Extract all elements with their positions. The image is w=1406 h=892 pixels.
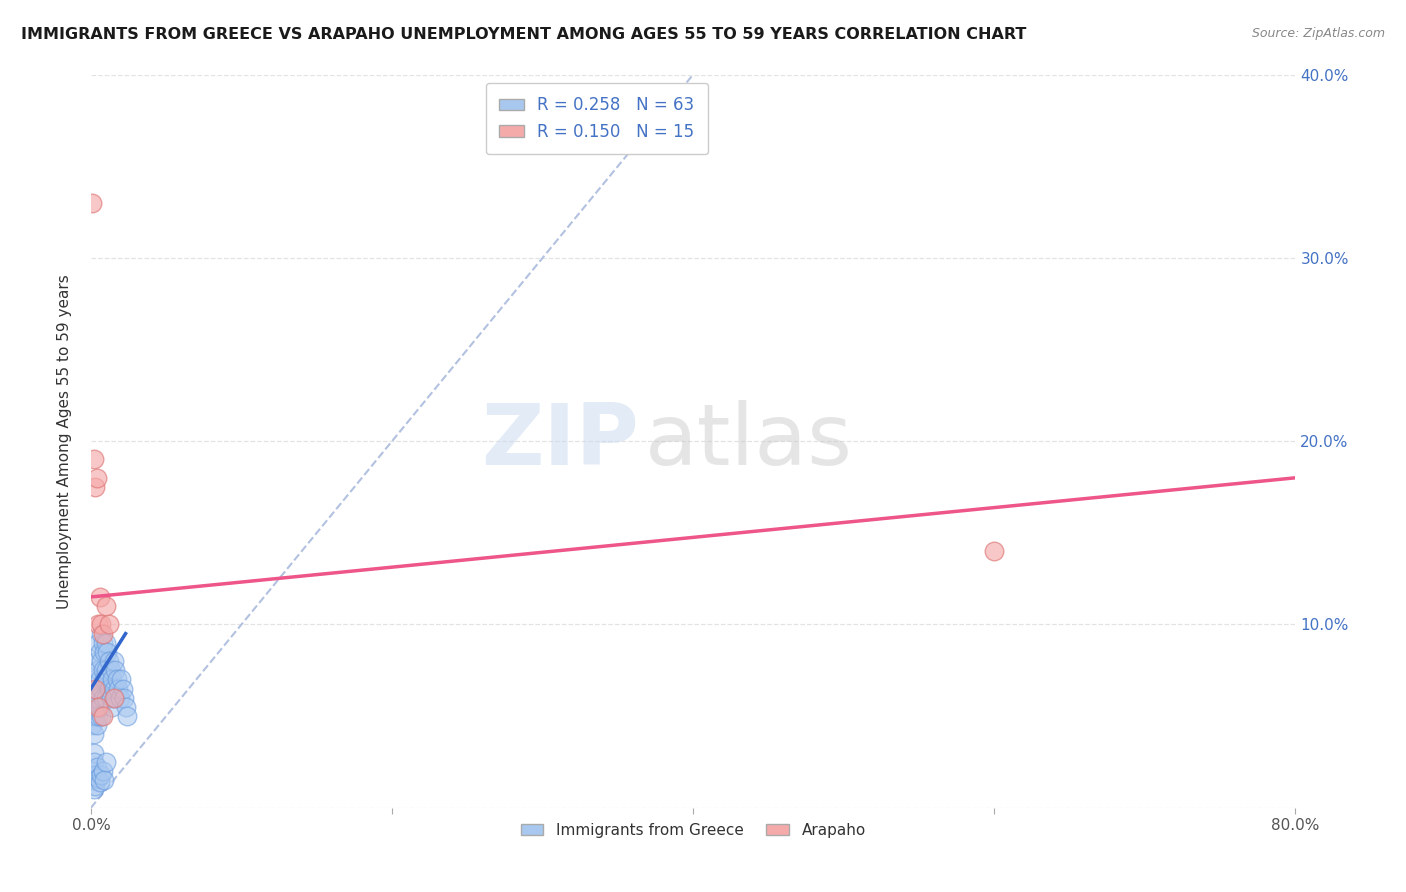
Point (96, 645, 118, 659)
Point (82, 773, 104, 788)
Y-axis label: Unemployment Among Ages 55 to 59 years: Unemployment Among Ages 55 to 59 years (58, 274, 72, 608)
Text: IMMIGRANTS FROM GREECE VS ARAPAHO UNEMPLOYMENT AMONG AGES 55 TO 59 YEARS CORRELA: IMMIGRANTS FROM GREECE VS ARAPAHO UNEMPL… (21, 27, 1026, 42)
Point (103, 690, 125, 705)
Point (110, 673, 132, 687)
Point (90, 709, 112, 723)
Point (93, 645, 115, 659)
Point (90, 617, 112, 632)
Point (83, 755, 105, 769)
Point (84, 768, 107, 782)
Legend: Immigrants from Greece, Arapaho: Immigrants from Greece, Arapaho (515, 817, 872, 844)
Point (94, 599, 117, 613)
Point (87, 636, 110, 650)
Point (90, 654, 112, 668)
Point (94, 663, 117, 677)
Point (86, 760, 108, 774)
Point (105, 673, 128, 687)
Point (104, 663, 127, 677)
Point (83, 452, 105, 467)
Text: Source: ZipAtlas.com: Source: ZipAtlas.com (1251, 27, 1385, 40)
Point (103, 654, 125, 668)
Point (89, 673, 111, 687)
Point (87, 690, 110, 705)
Point (107, 681, 129, 696)
Point (111, 681, 134, 696)
Point (94, 755, 117, 769)
Point (91, 636, 114, 650)
Point (89, 590, 111, 604)
Point (84, 779, 107, 793)
Point (84, 709, 107, 723)
Point (90, 768, 112, 782)
Point (90, 681, 112, 696)
Point (89, 645, 111, 659)
Point (94, 636, 117, 650)
Point (87, 617, 110, 632)
Point (98, 654, 121, 668)
Point (98, 617, 121, 632)
Point (84, 673, 107, 687)
Point (101, 673, 124, 687)
Point (90, 626, 112, 640)
Point (82, 764, 104, 778)
Point (98, 681, 121, 696)
Point (114, 700, 136, 714)
Point (100, 690, 122, 705)
Point (96, 673, 118, 687)
Point (89, 775, 111, 789)
Point (91, 764, 114, 778)
Point (108, 690, 131, 705)
Text: atlas: atlas (645, 400, 853, 483)
Point (104, 690, 127, 705)
Point (84, 690, 107, 705)
Point (91, 690, 114, 705)
Point (83, 782, 105, 797)
Point (87, 772, 110, 786)
Point (82, 718, 104, 732)
Point (89, 700, 111, 714)
Point (983, 544, 1005, 558)
Point (82, 690, 104, 705)
Point (83, 746, 105, 760)
Point (91, 626, 114, 640)
Point (115, 709, 138, 723)
Point (91, 709, 114, 723)
Point (93, 773, 115, 788)
Point (86, 681, 108, 696)
Point (103, 681, 125, 696)
Point (87, 709, 110, 723)
Point (83, 700, 105, 714)
Point (94, 690, 117, 705)
Point (100, 663, 122, 677)
Point (86, 654, 108, 668)
Point (83, 727, 105, 741)
Point (87, 663, 110, 677)
Point (82, 195, 104, 210)
Point (86, 718, 108, 732)
Point (86, 471, 108, 485)
Point (84, 681, 107, 696)
Point (101, 700, 124, 714)
Point (91, 663, 114, 677)
Point (93, 673, 115, 687)
Point (87, 700, 110, 714)
Point (112, 690, 135, 705)
Point (84, 480, 107, 494)
Text: ZIP: ZIP (481, 400, 638, 483)
